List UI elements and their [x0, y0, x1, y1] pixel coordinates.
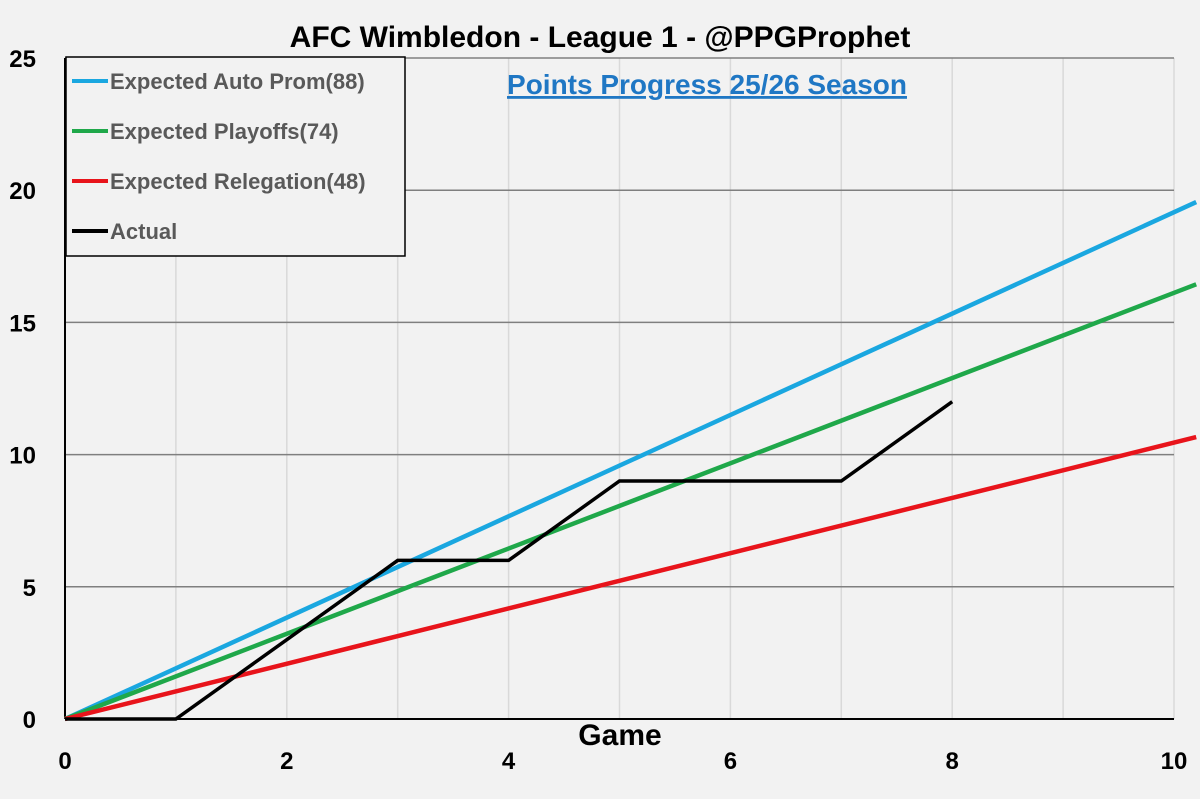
legend-label-actual: Actual [110, 219, 177, 244]
x-tick-label: 0 [58, 748, 71, 775]
y-tick-label: 0 [23, 707, 36, 734]
y-tick-label: 15 [9, 310, 36, 337]
grid [65, 57, 1175, 719]
x-tick-label: 6 [724, 748, 737, 775]
x-tick-label: 4 [502, 748, 516, 775]
series-lines [64, 200, 1198, 722]
x-tick-label: 10 [1161, 748, 1188, 775]
legend-label-playoffs: Expected Playoffs(74) [110, 119, 339, 144]
y-tick-label: 5 [23, 575, 36, 602]
series-line-1 [64, 282, 1198, 722]
series-line-2 [64, 434, 1197, 722]
legend: Expected Auto Prom(88) Expected Playoffs… [65, 56, 406, 257]
chart-title: AFC Wimbledon - League 1 - @PPGProphet [290, 21, 911, 54]
y-tick-label: 25 [9, 46, 36, 73]
y-tick-label: 20 [9, 178, 36, 205]
x-tick-label: 2 [280, 748, 293, 775]
axes [64, 58, 1174, 720]
y-tick-label: 10 [9, 443, 36, 470]
legend-label-auto-prom: Expected Auto Prom(88) [110, 69, 365, 94]
series-line-0 [64, 200, 1198, 722]
series-line-3 [65, 400, 954, 721]
legend-label-relegation: Expected Relegation(48) [110, 169, 366, 194]
tick-labels: 0 2 4 6 8 10 0 5 10 15 20 25 [9, 46, 1187, 775]
x-axis-label: Game [578, 719, 661, 752]
legend-box [65, 56, 406, 257]
x-tick-label: 8 [946, 748, 959, 775]
chart-subtitle: Points Progress 25/26 Season [507, 69, 907, 100]
